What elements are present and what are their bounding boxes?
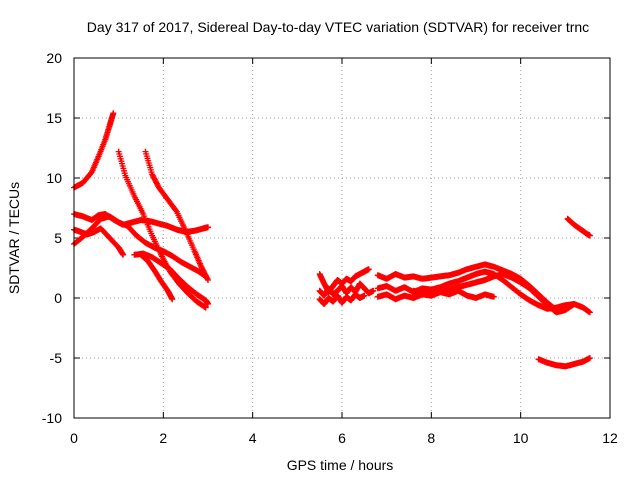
y-tick-label: 20: [46, 50, 62, 66]
data-point: [361, 292, 368, 299]
x-tick-label: 8: [427, 430, 435, 446]
data-point: [205, 277, 211, 283]
series-arc-10: [316, 280, 377, 299]
plot-frame: [73, 57, 611, 419]
data-point: [370, 287, 377, 294]
series-arc-11: [316, 291, 368, 307]
data-point: [490, 293, 497, 300]
data-point: [202, 304, 209, 311]
x-tick-label: 4: [249, 430, 257, 446]
y-tick-label: 15: [46, 110, 62, 126]
chart-title: Day 317 of 2017, Sidereal Day-to-day VTE…: [87, 19, 589, 35]
data-point: [172, 207, 179, 214]
x-tick-label: 12: [602, 430, 618, 446]
y-tick-label: 0: [54, 290, 62, 306]
x-axis-label: GPS time / hours: [287, 457, 394, 473]
series-arc-5: [71, 213, 209, 280]
data-point: [586, 232, 593, 239]
data-point: [169, 296, 176, 303]
data-point: [202, 273, 209, 280]
data-point: [110, 110, 117, 117]
x-tick-label: 6: [338, 430, 346, 446]
series-arc-1: [71, 110, 117, 191]
series-arc-3: [142, 148, 211, 283]
ticks: 0 2 4 6 8 10 12 -10 -5 0 5 10 15 20: [42, 50, 618, 446]
y-tick-label: 10: [46, 170, 62, 186]
data-point: [586, 309, 593, 316]
series-arc-15: [410, 287, 497, 301]
series-arc-17: [564, 215, 593, 239]
y-tick-label: -5: [50, 350, 63, 366]
x-tick-label: 2: [159, 430, 167, 446]
x-tick-label: 10: [513, 430, 529, 446]
y-axis-label: SDTVAR / TECUs: [6, 182, 22, 294]
y-tick-label: 5: [54, 230, 62, 246]
data-point: [205, 301, 211, 307]
data-point: [365, 266, 372, 273]
series-arc-6: [71, 225, 127, 258]
data-point: [586, 355, 593, 361]
x-tick-label: 0: [70, 430, 78, 446]
series-arc-8: [138, 251, 176, 303]
data-point: [120, 251, 127, 258]
data-point: [571, 301, 578, 307]
y-tick-label: -10: [42, 410, 62, 426]
series-arc-7: [131, 250, 211, 307]
series-arc-16: [535, 355, 593, 370]
data-points: [71, 110, 593, 370]
data-point: [205, 224, 211, 231]
